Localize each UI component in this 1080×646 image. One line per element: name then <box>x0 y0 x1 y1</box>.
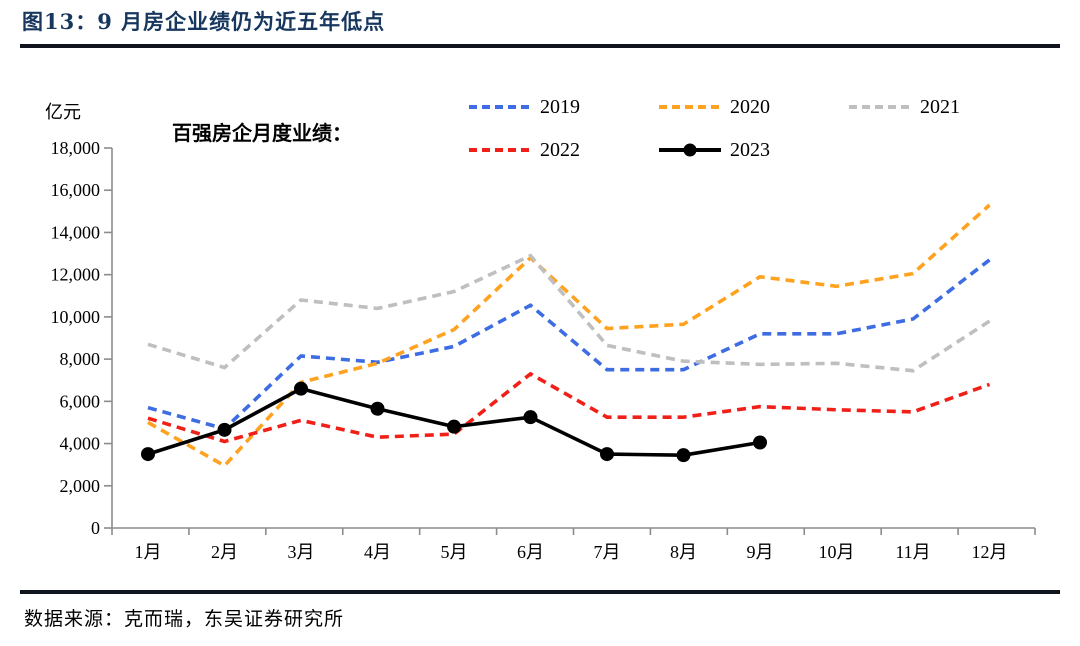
legend-item-2021: 2021 <box>848 96 960 118</box>
legend-label-2022: 2022 <box>540 139 580 161</box>
legend-label-2021: 2021 <box>920 96 960 118</box>
data-source: 数据来源：克而瑞，东吴证券研究所 <box>24 608 345 630</box>
y-tick-label: 6,000 <box>60 391 101 411</box>
y-tick-label: 18,000 <box>51 138 101 158</box>
x-tick-label: 6月 <box>517 542 544 562</box>
legend-label-2023: 2023 <box>730 139 770 161</box>
y-tick-label: 4,000 <box>60 434 101 454</box>
top-divider <box>20 44 1060 48</box>
legend-label-2020: 2020 <box>730 96 770 118</box>
legend-item-2019: 2019 <box>468 96 580 118</box>
x-tick-label: 4月 <box>364 542 391 562</box>
y-axis-unit-label: 亿元 <box>45 102 81 123</box>
legend-label-2019: 2019 <box>540 96 580 118</box>
series-marker-2023 <box>370 401 385 416</box>
x-tick-label: 11月 <box>895 542 930 562</box>
y-tick-label: 0 <box>91 518 100 538</box>
legend-item-2023: 2023 <box>658 139 770 161</box>
series-line-2020 <box>147 203 991 468</box>
series-marker-2023 <box>217 422 232 437</box>
legend-swatch-2021 <box>849 105 911 109</box>
y-tick-label: 2,000 <box>60 476 101 496</box>
chart-title: 百强房企月度业绩： <box>172 121 352 145</box>
series-marker-2023 <box>294 381 308 396</box>
series-line-2019 <box>147 258 991 431</box>
x-tick-label: 5月 <box>441 542 468 562</box>
x-tick-label: 2月 <box>211 542 238 562</box>
legend-swatch-2020 <box>659 105 721 109</box>
series-line-2022 <box>147 371 991 444</box>
series-marker-2023 <box>523 410 538 425</box>
series-marker-2023 <box>447 419 461 434</box>
legend-swatch-2019 <box>469 105 531 109</box>
x-tick-label: 10月 <box>819 542 855 562</box>
legend-swatch-2022 <box>469 148 531 152</box>
y-tick-label: 12,000 <box>51 265 101 285</box>
series-marker-2023 <box>753 435 767 450</box>
series-line-2021 <box>147 253 991 373</box>
y-tick-label: 14,000 <box>51 222 101 242</box>
legend-swatch-2023 <box>659 143 721 157</box>
x-tick-label: 9月 <box>747 542 774 562</box>
bottom-divider <box>20 590 1060 594</box>
series-marker-2023 <box>600 447 614 462</box>
x-tick-label: 3月 <box>288 542 315 562</box>
figure-title: 图13：9 月房企业绩仍为近五年低点 <box>22 9 386 34</box>
x-tick-label: 8月 <box>670 542 697 562</box>
x-tick-label: 7月 <box>594 542 621 562</box>
y-tick-label: 16,000 <box>51 180 101 200</box>
legend-item-2020: 2020 <box>658 96 770 118</box>
series-marker-2023 <box>676 448 691 463</box>
x-tick-label: 12月 <box>972 542 1008 562</box>
x-tick-label: 1月 <box>135 542 162 562</box>
y-tick-label: 10,000 <box>51 307 101 327</box>
y-tick-label: 8,000 <box>60 349 101 369</box>
legend-item-2022: 2022 <box>468 139 580 161</box>
series-marker-2023 <box>141 447 155 462</box>
